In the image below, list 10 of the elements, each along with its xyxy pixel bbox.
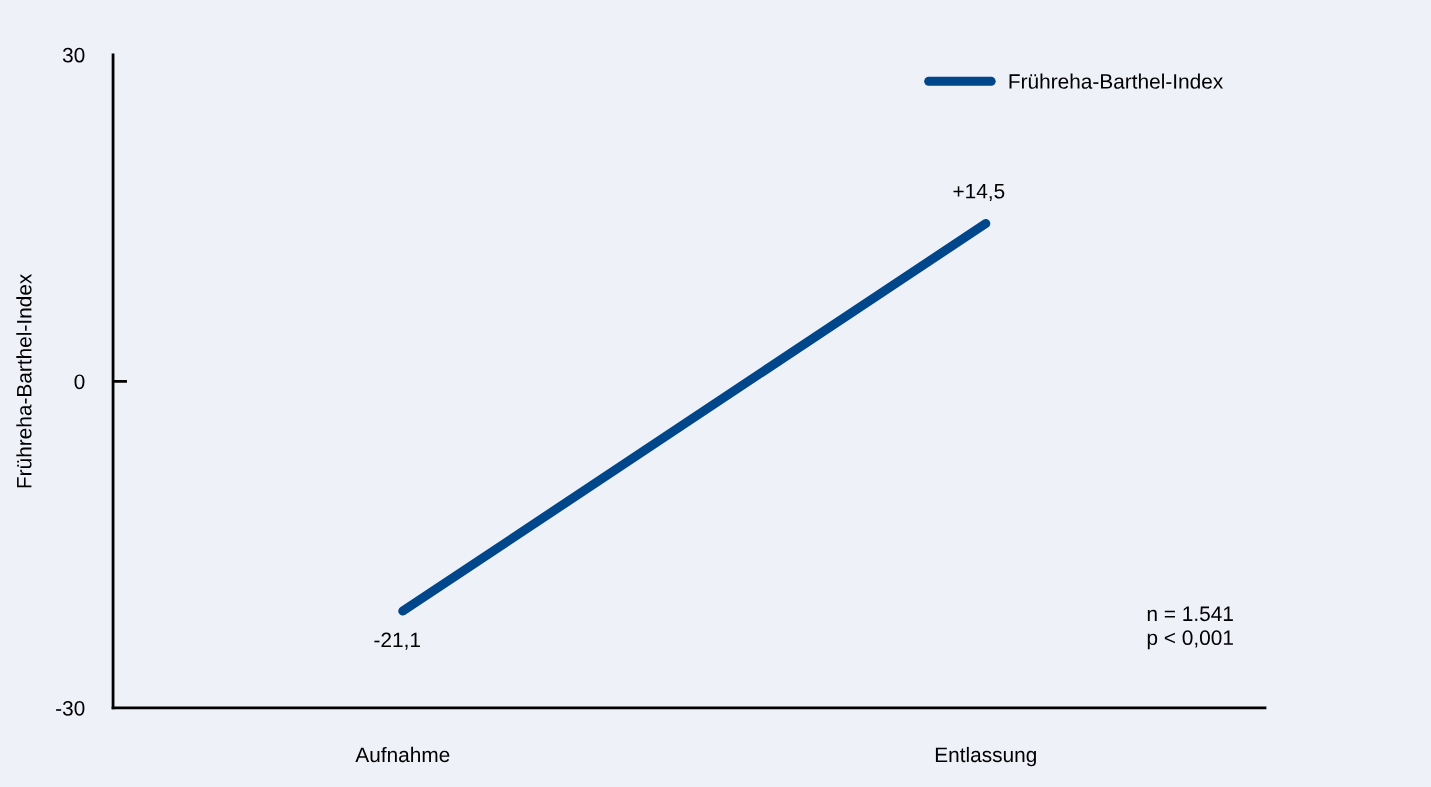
data-label: -21,1 (374, 632, 420, 650)
data-label: +14,5 (953, 184, 1005, 202)
x-tick-label: Entlassung (935, 746, 1036, 767)
y-tick-label: -30 (56, 700, 85, 716)
y-tick-label: 0 (74, 374, 85, 390)
y-axis-title: Frühreha-Barthel-Index (16, 273, 32, 488)
annotation: n = 1.541 p < 0,001 (1147, 606, 1233, 650)
y-tick-label: 30 (62, 47, 85, 63)
x-tick-label: Aufnahme (355, 746, 450, 763)
legend-label: Frühreha-Barthel-Index (1009, 73, 1224, 89)
